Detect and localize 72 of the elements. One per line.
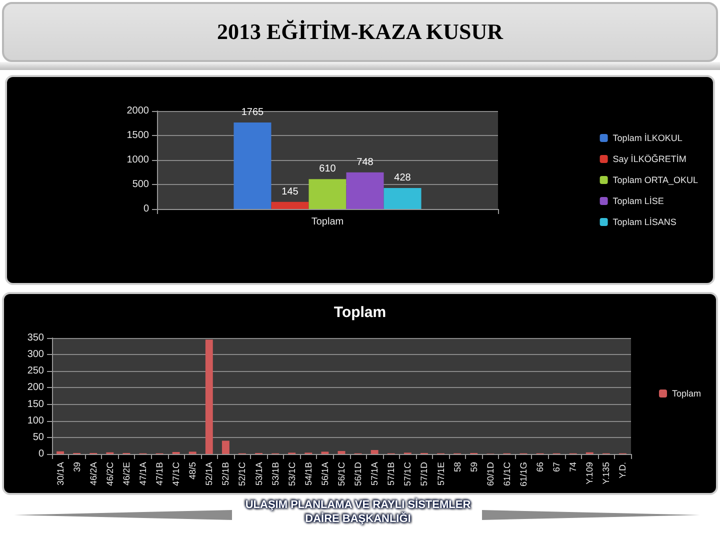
bar (346, 172, 384, 209)
x-tick-label: 53/1B (270, 462, 280, 486)
y-tick-label: 200 (27, 382, 44, 394)
x-tick-label: 47/1B (154, 462, 165, 486)
chart-title: Toplam (334, 304, 386, 321)
data-label: 145 (282, 186, 299, 198)
legend-label: Toplam LİSANS (612, 217, 676, 227)
x-tick-label: 52/1C (237, 462, 248, 486)
legend-label: Say İLKÖĞRETİM (612, 154, 686, 164)
bar (308, 179, 346, 209)
x-tick-label: Y.109 (584, 462, 595, 484)
x-tick-label: 57/1C (402, 462, 413, 486)
x-tick-label: 66 (535, 462, 546, 472)
y-tick-label: 300 (27, 349, 44, 360)
x-tick-label: 39 (72, 462, 82, 472)
x-tick-label: 46/2A (88, 462, 98, 486)
bar (384, 188, 422, 209)
x-tick-label: Y.D. (618, 462, 628, 478)
x-tick-label: 56/1D (353, 462, 364, 486)
x-tick-label: 58 (452, 462, 462, 472)
x-tick-label: 47/1C (171, 462, 182, 486)
y-tick-label: 0 (143, 204, 150, 214)
x-tick-label: 57/1E (436, 462, 446, 486)
bar (234, 122, 272, 209)
y-tick-label: 50 (32, 432, 44, 443)
x-tick-label: 57/1D (419, 462, 430, 486)
x-tick-label: 57/1A (370, 462, 380, 486)
x-tick-label: 54/1B (303, 462, 314, 486)
x-tick-label: 67 (552, 462, 562, 472)
x-tick-label: 52/1B (220, 462, 231, 486)
data-label: 428 (394, 172, 412, 184)
legend-label: Toplam ORTA_OKUL (612, 175, 698, 185)
x-tick-label: 56/1C (336, 462, 346, 486)
bar (370, 450, 378, 454)
y-tick-label: 350 (27, 332, 44, 344)
x-tick-label: 52/1A (204, 462, 214, 486)
x-tick-label: 61/1G (518, 462, 528, 487)
bar (271, 202, 309, 209)
bar (205, 340, 213, 454)
x-tick-label: 57/1B (386, 462, 396, 486)
x-tick-label: 46/2C (104, 462, 115, 486)
x-tick-label: 48/5 (188, 462, 198, 480)
y-tick-label: 100 (27, 415, 44, 426)
x-tick-label: 47/1A (138, 462, 148, 486)
legend-label: Toplam İLKOKUL (612, 133, 682, 143)
data-label: 1765 (241, 107, 264, 118)
chart-title: 2013 EĞİTİM-KAZA KUSUR (216, 19, 504, 45)
bar (222, 440, 230, 454)
y-tick-label: 250 (27, 366, 44, 377)
y-tick-label: 500 (132, 179, 150, 190)
bar (56, 451, 64, 454)
legend-label: Toplam (672, 388, 702, 398)
bar (338, 451, 346, 454)
x-tick-label: 74 (568, 462, 578, 472)
text: ULAŞIM PLANLAMA VE RAYLI SİSTEMLER DAİRE BAŞKANLIĞI (243, 498, 473, 526)
x-tick-label: 46/2E (121, 462, 132, 486)
x-tick-label: 56/1A (320, 462, 330, 486)
x-tick-label: 61/1C (502, 462, 512, 486)
data-label: 610 (319, 164, 336, 175)
x-tick-label: 30/1A (55, 462, 66, 486)
x-tick-label: 53/1C (286, 462, 297, 486)
data-label: 748 (356, 156, 374, 168)
y-tick-label: 1000 (126, 154, 150, 166)
y-tick-label: 0 (38, 448, 44, 460)
x-tick-label: Y.135 (601, 462, 612, 484)
legend-label: Toplam LİSE (612, 196, 664, 206)
x-tick-label: 59 (468, 462, 479, 472)
y-tick-label: 150 (27, 398, 44, 410)
x-tick-label: 53/1A (254, 462, 264, 486)
y-tick-label: 1500 (126, 130, 150, 141)
x-tick-label: 60/1D (485, 462, 496, 486)
y-tick-label: 2000 (126, 106, 150, 116)
